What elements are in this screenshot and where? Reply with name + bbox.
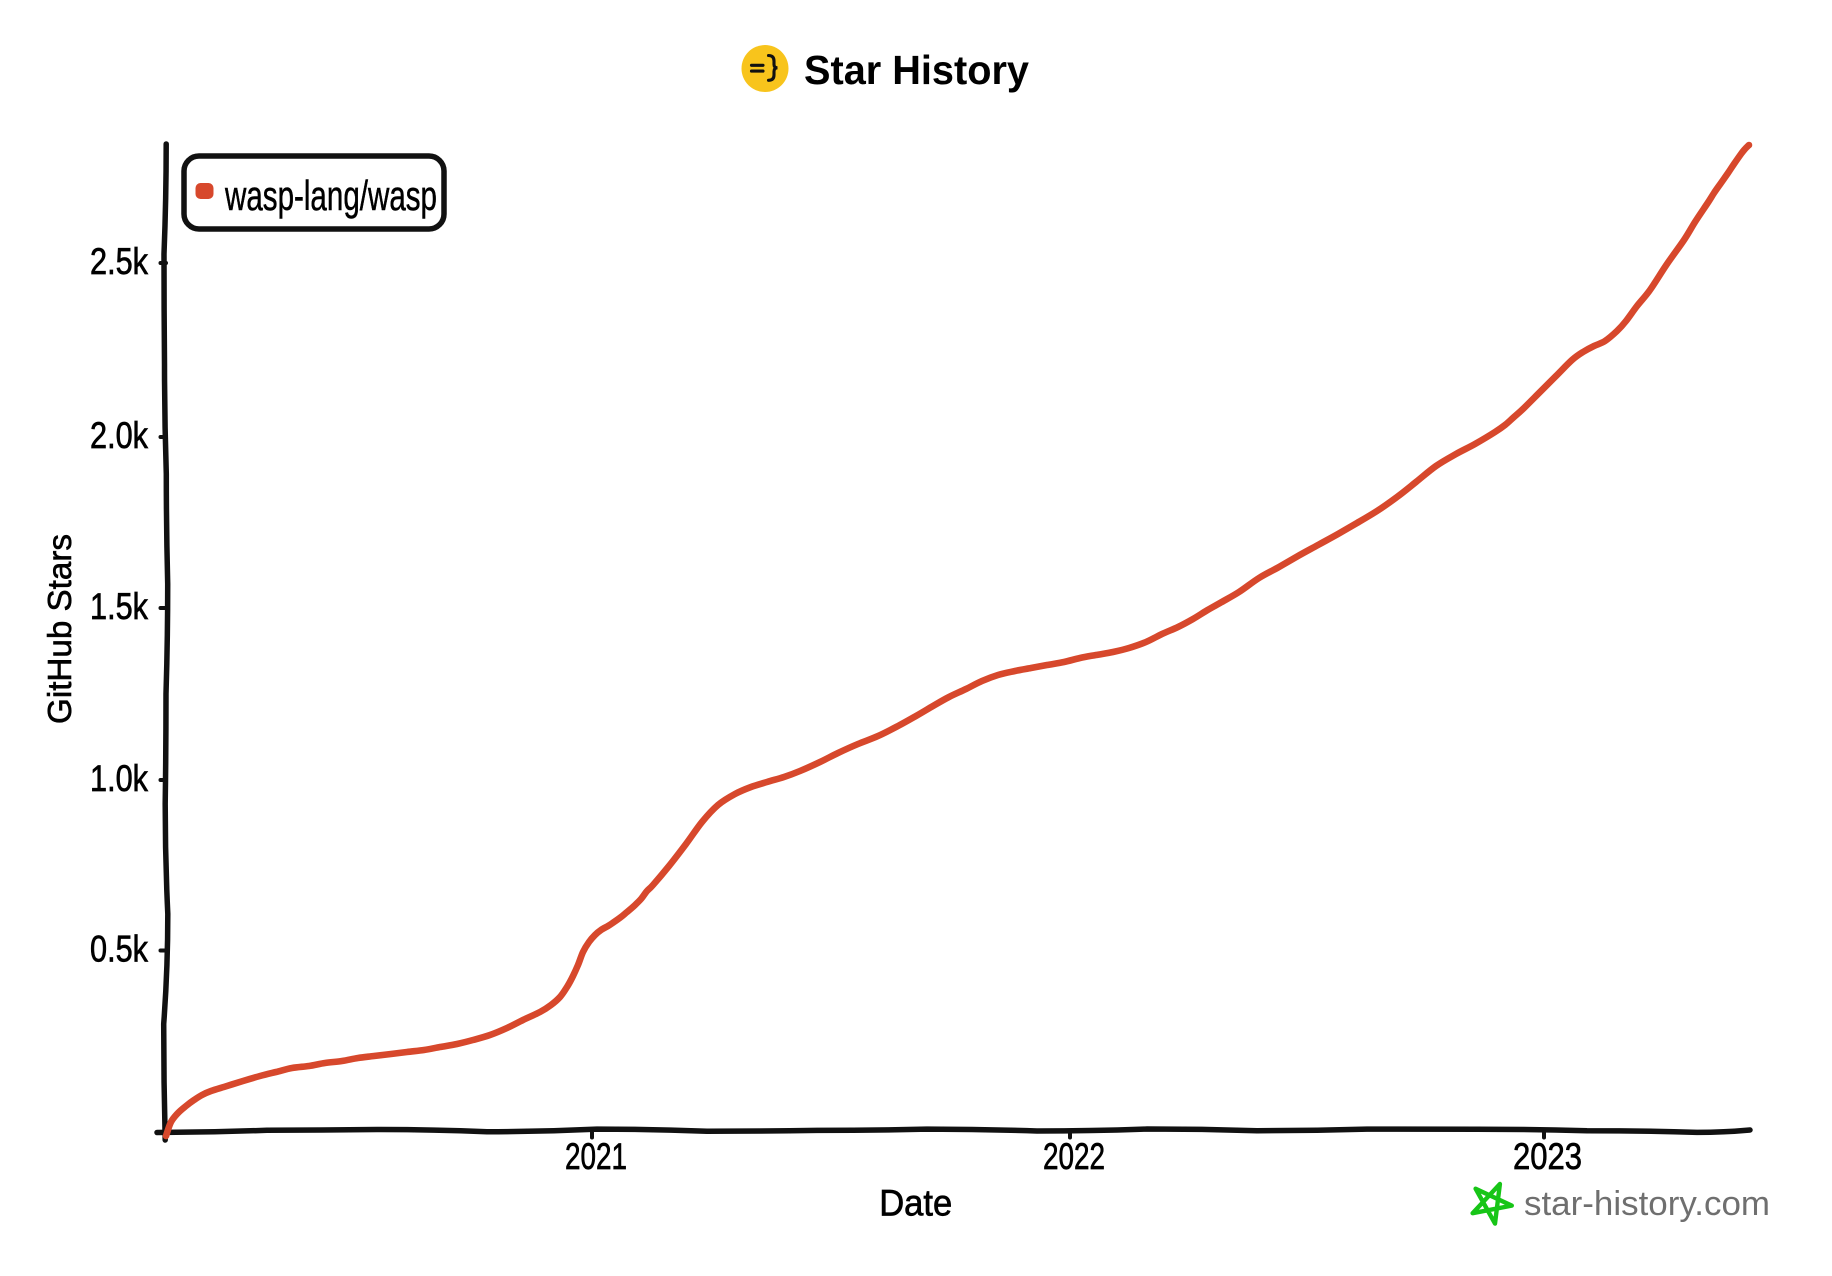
svg-text:0.5k: 0.5k: [90, 929, 148, 970]
svg-text:Date: Date: [879, 1183, 952, 1224]
svg-text:Star History: Star History: [804, 47, 1029, 93]
svg-text:2021: 2021: [565, 1136, 627, 1177]
svg-text:2.0k: 2.0k: [90, 415, 148, 456]
svg-text:star-history.com: star-history.com: [1524, 1185, 1770, 1223]
svg-text:GitHub Stars: GitHub Stars: [41, 534, 78, 724]
svg-text:1.5k: 1.5k: [90, 586, 148, 627]
svg-text:2023: 2023: [1513, 1136, 1582, 1177]
svg-text:2.5k: 2.5k: [90, 241, 148, 282]
svg-text:1.0k: 1.0k: [90, 758, 148, 799]
svg-text:wasp-lang/wasp: wasp-lang/wasp: [224, 172, 437, 219]
svg-text:2022: 2022: [1043, 1136, 1105, 1177]
